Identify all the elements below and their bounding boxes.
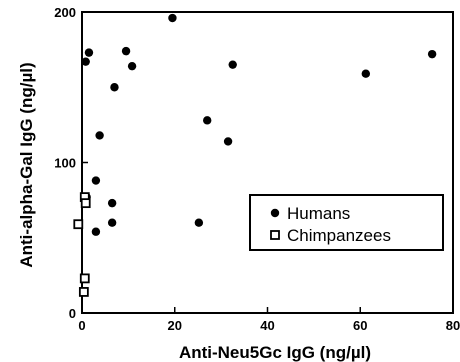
y-tick-label: 0 [69, 306, 76, 321]
x-tick-label: 60 [353, 318, 367, 333]
x-axis-label: Anti-Neu5Gc IgG (ng/µl) [179, 343, 371, 362]
legend: Humans Chimpanzees [249, 194, 444, 251]
human-data-point [228, 60, 237, 69]
legend-box [249, 194, 444, 251]
legend-label: Humans [287, 204, 350, 223]
human-data-point [91, 227, 101, 236]
human-data-point [127, 61, 137, 71]
human-data-point [107, 198, 117, 208]
human-data-point [223, 137, 233, 146]
human-data-point [194, 218, 204, 227]
data-points [73, 13, 437, 297]
plot-border [81, 11, 454, 314]
y-axis-label: Anti-alpha-Gal IgG (ng/µl) [17, 62, 36, 267]
human-data-point [361, 69, 371, 78]
x-tick-label: 40 [260, 318, 274, 333]
human-data-point [107, 218, 117, 227]
chimpanzee-data-point [79, 273, 90, 284]
legend-square-marker [270, 230, 280, 240]
x-tick-label: 20 [168, 318, 182, 333]
x-tick-label: 0 [78, 318, 85, 333]
chimpanzee-data-point [73, 219, 84, 230]
human-data-point [427, 49, 437, 59]
human-data-point [81, 57, 90, 66]
human-data-point [168, 13, 177, 23]
human-data-point [110, 83, 119, 92]
human-data-point [84, 48, 94, 57]
chimpanzee-data-point [80, 198, 91, 209]
axis-ticks: 0 20 40 60 80 0 100 200 [54, 5, 460, 333]
plot-frame [81, 11, 454, 314]
human-data-point [121, 46, 131, 56]
y-tick-label: 200 [54, 5, 76, 20]
legend-label: Chimpanzees [287, 226, 391, 245]
chimpanzee-data-point [78, 287, 89, 297]
human-data-point [203, 116, 212, 125]
y-tick-label: 100 [54, 156, 76, 171]
human-data-point [91, 176, 101, 185]
human-data-point [95, 131, 104, 140]
x-tick-label: 80 [446, 318, 460, 333]
legend-circle-marker [270, 208, 280, 218]
